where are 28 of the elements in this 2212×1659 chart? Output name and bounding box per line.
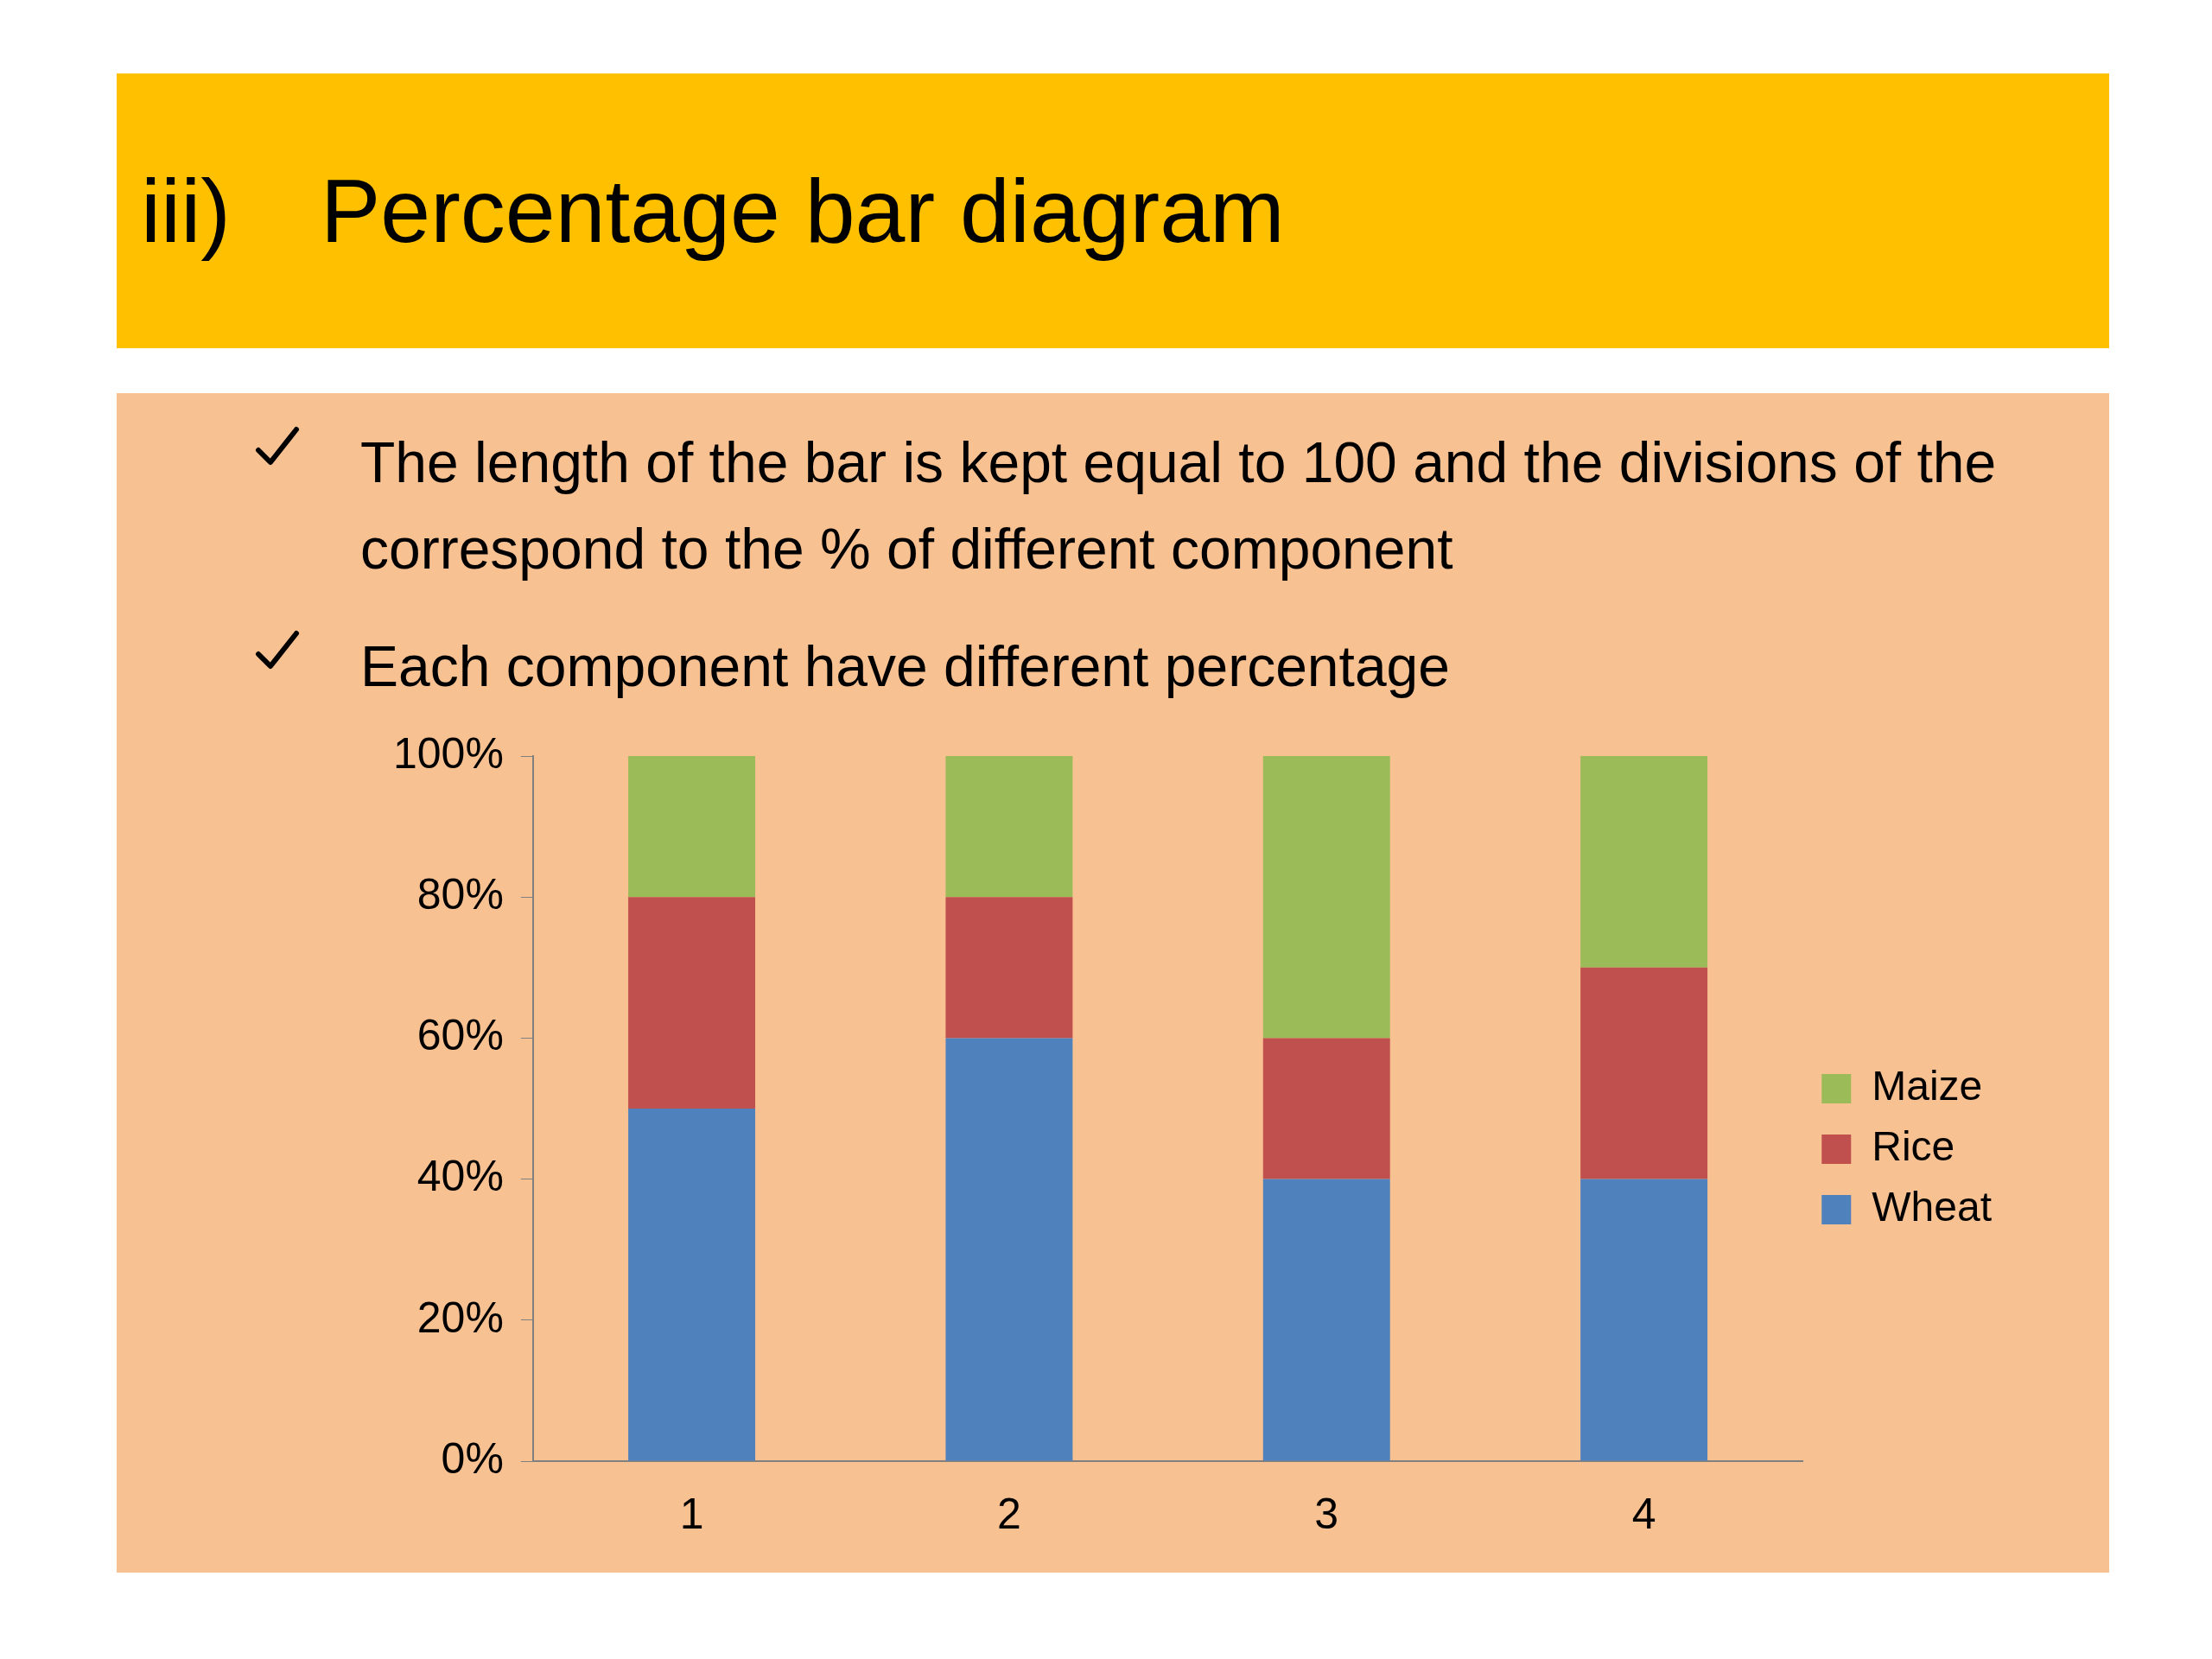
text: The length of the bar is kept equal to 100 and the divisions of the correspond to the % of different component [360, 430, 1997, 581]
legend-label: Rice [1872, 1123, 1955, 1170]
y-tick-label: 100% [392, 728, 504, 778]
x-tick-label: 3 [1314, 1489, 1339, 1538]
bar [1580, 967, 1708, 1179]
bar [628, 756, 756, 898]
y-tick-label: 20% [416, 1293, 504, 1342]
bar [1580, 1179, 1708, 1461]
legend-label: Maize [1872, 1063, 1983, 1109]
bar [628, 1109, 756, 1461]
bar [1262, 756, 1390, 1039]
bar [1580, 756, 1708, 968]
legend-label: Wheat [1872, 1184, 1993, 1230]
bar [945, 756, 1073, 898]
y-tick-label: 60% [416, 1011, 504, 1060]
bar [1262, 1179, 1390, 1461]
bar [945, 897, 1073, 1039]
bar [1262, 1038, 1390, 1179]
y-tick-label: 80% [416, 869, 504, 918]
x-tick-label: 1 [679, 1489, 704, 1538]
bar [628, 897, 756, 1109]
x-tick-label: 2 [997, 1489, 1021, 1538]
y-tick-label: 40% [416, 1152, 504, 1201]
text: Each component have different percentage [360, 634, 1450, 698]
bar [945, 1038, 1073, 1461]
x-tick-label: 4 [1631, 1489, 1656, 1538]
chart-title: iii) Percentage bar diagram [141, 159, 1285, 263]
y-tick-label: 0% [441, 1433, 504, 1483]
